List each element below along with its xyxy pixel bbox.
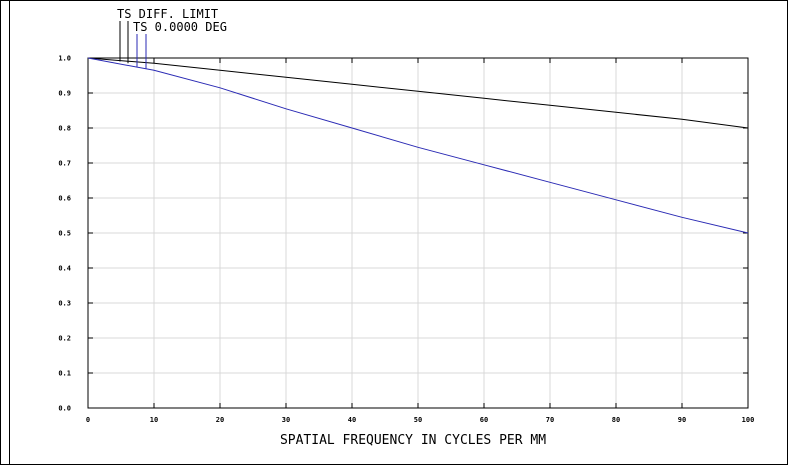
y-tick-label: 0.4 <box>58 265 71 273</box>
y-tick-label: 1.0 <box>58 55 71 63</box>
x-tick-label: 70 <box>546 416 554 424</box>
y-tick-label: 0.3 <box>58 300 71 308</box>
x-tick-label: 90 <box>678 416 686 424</box>
y-tick-label: 0.5 <box>58 230 71 238</box>
y-tick-labels: 0.0 0.1 0.2 0.3 0.4 0.5 0.6 0.7 0.8 0.9 1.0 <box>58 55 71 413</box>
x-axis-label: SPATIAL FREQUENCY IN CYCLES PER MM <box>280 433 546 448</box>
series-lines <box>87 57 749 234</box>
series-line-2 <box>87 57 749 234</box>
x-tick-label: 80 <box>612 416 620 424</box>
x-tick-label: 0 <box>86 416 90 424</box>
x-tick-label: 30 <box>282 416 290 424</box>
x-tick-label: 60 <box>480 416 488 424</box>
y-tick-label: 0.8 <box>58 125 71 133</box>
x-tick-label: 10 <box>150 416 158 424</box>
y-tick-label: 0.2 <box>58 335 71 343</box>
y-tick-label: 0.7 <box>58 160 71 168</box>
x-tick-label: 40 <box>348 416 356 424</box>
grid-lines <box>88 58 748 408</box>
series-line-1 <box>87 57 749 129</box>
y-tick-label: 0.9 <box>58 90 71 98</box>
legend-label-1: TS DIFF. LIMIT <box>117 7 218 21</box>
y-tick-label: 0.6 <box>58 195 71 203</box>
x-tick-label: 100 <box>742 416 755 424</box>
x-tick-labels: 0 10 20 30 40 50 60 70 80 90 100 <box>86 416 754 424</box>
legend-label-2: TS 0.0000 DEG <box>133 20 227 34</box>
x-tick-label: 50 <box>414 416 422 424</box>
x-tick-label: 20 <box>216 416 224 424</box>
y-tick-label: 0.0 <box>58 405 71 413</box>
y-tick-label: 0.1 <box>58 370 71 378</box>
